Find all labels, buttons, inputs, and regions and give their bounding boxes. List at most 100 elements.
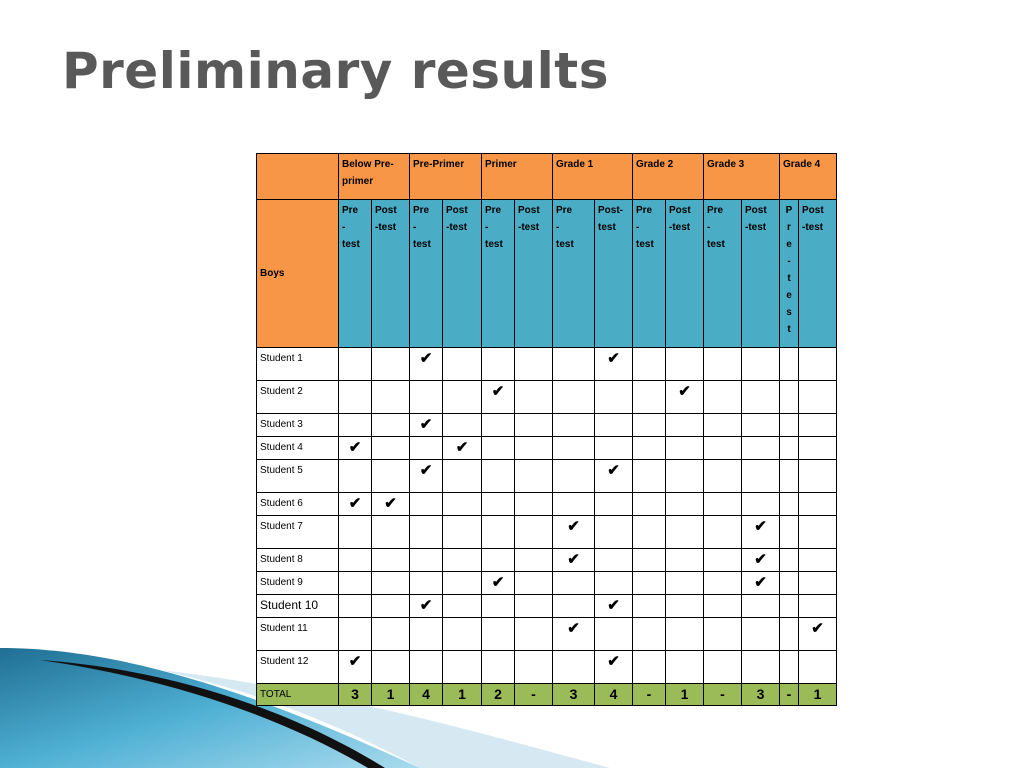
- empty-cell: [514, 492, 553, 516]
- slide-title: Preliminary results: [62, 42, 609, 100]
- sub-header: Pre-test: [409, 199, 443, 348]
- empty-cell: [665, 594, 704, 618]
- empty-cell: [779, 492, 799, 516]
- empty-cell: [442, 347, 482, 381]
- check-mark-icon: ✔: [798, 617, 837, 651]
- empty-cell: [552, 413, 595, 437]
- empty-cell: [594, 413, 633, 437]
- empty-cell: [703, 459, 742, 493]
- group-header-row: Below Pre-primer Pre-Primer Primer Grade…: [256, 153, 837, 200]
- check-mark-icon: ✔: [741, 548, 780, 572]
- student-label: Student 12: [256, 650, 339, 684]
- check-mark-icon: ✔: [338, 650, 372, 684]
- empty-cell: [779, 347, 799, 381]
- empty-cell: [779, 515, 799, 549]
- empty-cell: [371, 347, 410, 381]
- table-row: Student 1 ✔ ✔: [256, 347, 837, 381]
- empty-cell: [703, 515, 742, 549]
- empty-cell: [665, 347, 704, 381]
- empty-cell: [665, 436, 704, 460]
- empty-cell: [703, 571, 742, 595]
- check-mark-icon: ✔: [409, 459, 443, 493]
- empty-cell: [632, 436, 666, 460]
- empty-cell: [798, 548, 837, 572]
- empty-cell: [514, 436, 553, 460]
- empty-cell: [665, 650, 704, 684]
- group-header: Grade 2: [632, 153, 704, 200]
- table-row: Student 2 ✔ ✔: [256, 380, 837, 414]
- check-mark-icon: ✔: [481, 571, 515, 595]
- empty-cell: [594, 515, 633, 549]
- empty-cell: [338, 571, 372, 595]
- empty-cell: [481, 492, 515, 516]
- check-mark-icon: ✔: [594, 594, 633, 618]
- empty-cell: [798, 571, 837, 595]
- empty-cell: [632, 413, 666, 437]
- empty-cell: [632, 380, 666, 414]
- empty-cell: [371, 459, 410, 493]
- empty-cell: [409, 650, 443, 684]
- empty-cell: [779, 548, 799, 572]
- empty-cell: [798, 380, 837, 414]
- empty-cell: [514, 459, 553, 493]
- student-label: Student 6: [256, 492, 339, 516]
- empty-cell: [338, 347, 372, 381]
- empty-cell: [798, 492, 837, 516]
- check-mark-icon: ✔: [409, 413, 443, 437]
- table-row: Student 11 ✔ ✔: [256, 617, 837, 651]
- empty-cell: [552, 594, 595, 618]
- empty-cell: [514, 515, 553, 549]
- table-row: Student 10 ✔ ✔: [256, 594, 837, 618]
- empty-cell: [481, 617, 515, 651]
- empty-cell: [703, 436, 742, 460]
- empty-cell: [514, 571, 553, 595]
- empty-cell: [665, 548, 704, 572]
- empty-cell: [338, 413, 372, 437]
- check-mark-icon: ✔: [552, 515, 595, 549]
- sub-header: Pre-test: [552, 199, 595, 348]
- empty-cell: [442, 515, 482, 549]
- empty-cell: [409, 380, 443, 414]
- empty-cell: [514, 347, 553, 381]
- empty-cell: [798, 436, 837, 460]
- empty-cell: [703, 617, 742, 651]
- empty-cell: [552, 459, 595, 493]
- empty-cell: [798, 594, 837, 618]
- empty-cell: [371, 594, 410, 618]
- empty-cell: [371, 617, 410, 651]
- empty-cell: [481, 459, 515, 493]
- total-value: 3: [741, 683, 780, 706]
- check-mark-icon: ✔: [594, 347, 633, 381]
- empty-cell: [409, 515, 443, 549]
- empty-cell: [594, 492, 633, 516]
- empty-cell: [703, 380, 742, 414]
- empty-cell: [552, 436, 595, 460]
- empty-cell: [741, 617, 780, 651]
- empty-cell: [779, 380, 799, 414]
- empty-cell: [594, 380, 633, 414]
- empty-cell: [741, 347, 780, 381]
- empty-cell: [798, 459, 837, 493]
- sub-header: Pre-test: [338, 199, 372, 348]
- table-row: Student 4 ✔ ✔: [256, 436, 837, 460]
- total-value: -: [703, 683, 742, 706]
- empty-cell: [741, 594, 780, 618]
- student-label: Student 9: [256, 571, 339, 595]
- empty-cell: [665, 617, 704, 651]
- check-mark-icon: ✔: [552, 617, 595, 651]
- empty-cell: [481, 413, 515, 437]
- empty-cell: [371, 380, 410, 414]
- empty-cell: [442, 594, 482, 618]
- total-row: TOTAL 3 1 4 1 2-3 4-1-3-1: [256, 683, 837, 706]
- empty-cell: [442, 492, 482, 516]
- empty-cell: [409, 492, 443, 516]
- check-mark-icon: ✔: [594, 650, 633, 684]
- empty-cell: [665, 413, 704, 437]
- empty-cell: [442, 459, 482, 493]
- table-row: Student 3 ✔: [256, 413, 837, 437]
- total-value: -: [632, 683, 666, 706]
- sub-header-row: Boys Pre - test Post -test Pre - test Post -test P…: [256, 199, 837, 348]
- empty-cell: [481, 515, 515, 549]
- empty-cell: [338, 380, 372, 414]
